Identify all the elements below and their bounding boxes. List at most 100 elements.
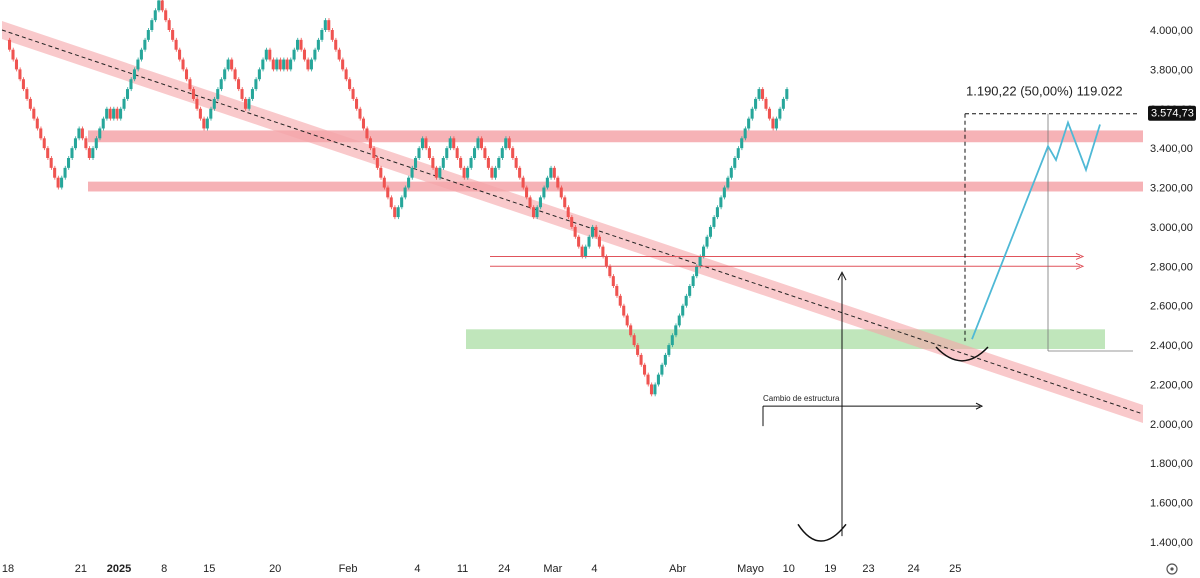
x-tick-label: 21 — [75, 563, 87, 575]
renko-brick — [115, 108, 119, 119]
renko-brick — [11, 49, 15, 60]
renko-brick — [486, 158, 490, 168]
renko-brick — [597, 236, 601, 247]
renko-brick — [715, 207, 719, 218]
renko-brick — [344, 69, 348, 80]
renko-brick — [490, 167, 494, 178]
renko-brick — [327, 20, 331, 30]
x-tick-label: 15 — [203, 563, 215, 575]
renko-brick — [125, 89, 130, 99]
renko-brick — [573, 226, 577, 237]
renko-brick — [743, 128, 747, 139]
x-tick-label: 19 — [824, 563, 836, 575]
renko-brick — [590, 226, 595, 237]
renko-brick — [365, 128, 369, 139]
x-tick-label: 11 — [457, 563, 468, 575]
renko-brick — [545, 177, 549, 188]
renko-brick — [691, 276, 695, 286]
renko-brick — [688, 286, 692, 296]
renko-brick — [143, 39, 147, 50]
renko-brick — [153, 10, 157, 21]
renko-brick — [764, 98, 768, 109]
renko-brick — [275, 59, 279, 70]
renko-brick — [535, 207, 539, 218]
y-tick-label: 2.800,00 — [1150, 261, 1193, 273]
renko-brick — [309, 59, 313, 70]
renko-brick — [375, 158, 379, 168]
y-tick-label: 1.800,00 — [1150, 458, 1193, 470]
renko-brick — [202, 118, 206, 129]
renko-brick — [361, 118, 366, 129]
annotations-layer: Cambio de estructura 1.190,22 (50,00%) 11… — [490, 84, 1140, 542]
renko-brick — [320, 30, 324, 40]
renko-brick — [407, 177, 411, 188]
renko-brick — [191, 89, 195, 99]
zone-resistance-lower — [88, 181, 1143, 192]
x-axis: 18 21 2025 8 15 20 Feb 4 11 24 Mar 4 Abr Mayo 10 19 23 24… — [2, 563, 1178, 575]
renko-brick — [35, 118, 39, 129]
renko-brick — [719, 197, 723, 208]
renko-brick — [476, 138, 480, 149]
y-tick-label: 1.400,00 — [1150, 537, 1193, 549]
y-tick-label: 3.800,00 — [1150, 64, 1193, 76]
renko-brick — [396, 207, 400, 218]
x-tick-label: 24 — [498, 563, 510, 575]
renko-brick — [542, 187, 546, 198]
renko-brick — [379, 167, 383, 178]
renko-brick — [60, 177, 64, 188]
renko-brick — [94, 138, 98, 149]
y-tick-label: 2.000,00 — [1150, 419, 1193, 431]
renko-brick — [285, 59, 289, 70]
renko-brick — [233, 69, 237, 80]
renko-brick — [299, 39, 303, 50]
x-tick-label: Abr — [669, 563, 686, 575]
renko-brick — [129, 79, 133, 90]
renko-brick — [268, 49, 272, 60]
renko-brick — [729, 167, 733, 178]
renko-brick — [507, 138, 511, 149]
y-tick-label: 2.400,00 — [1150, 340, 1193, 352]
renko-brick — [330, 30, 334, 40]
renko-brick — [66, 158, 71, 168]
renko-brick — [521, 177, 525, 188]
renko-brick — [150, 20, 154, 30]
measure-label: 1.190,22 (50,00%) 119.022 — [966, 84, 1123, 99]
y-tick-label: 4.000,00 — [1150, 25, 1193, 37]
renko-brick — [424, 138, 428, 149]
renko-brick — [219, 79, 223, 90]
renko-brick — [733, 158, 737, 168]
renko-brick — [247, 98, 251, 109]
renko-brick — [257, 69, 261, 80]
renko-brick — [747, 118, 751, 129]
renko-brick — [452, 138, 456, 149]
renko-brick — [618, 295, 622, 306]
x-tick-label: Mayo — [737, 563, 764, 575]
renko-brick — [705, 236, 709, 247]
renko-brick — [420, 138, 424, 149]
renko-brick — [497, 158, 501, 168]
x-tick-label: 2025 — [107, 563, 131, 575]
renko-brick — [566, 207, 570, 218]
settings-icon[interactable] — [1166, 563, 1178, 575]
renko-brick — [479, 138, 483, 149]
renko-brick — [736, 148, 740, 158]
renko-brick — [160, 0, 164, 11]
renko-brick — [646, 374, 650, 385]
renko-brick — [774, 118, 778, 129]
renko-brick — [580, 246, 584, 257]
renko-brick — [608, 266, 612, 277]
renko-brick — [271, 59, 275, 70]
renko-brick — [625, 315, 629, 326]
resistance-arrow-head — [1075, 253, 1085, 260]
renko-brick — [230, 59, 234, 70]
renko-brick — [216, 89, 220, 99]
renko-brick — [493, 167, 497, 178]
renko-brick — [302, 49, 307, 60]
renko-brick — [410, 167, 414, 178]
renko-brick — [119, 108, 123, 119]
renko-brick — [563, 197, 567, 208]
renko-brick — [296, 39, 300, 50]
renko-brick — [611, 276, 615, 286]
renko-brick — [695, 266, 699, 277]
